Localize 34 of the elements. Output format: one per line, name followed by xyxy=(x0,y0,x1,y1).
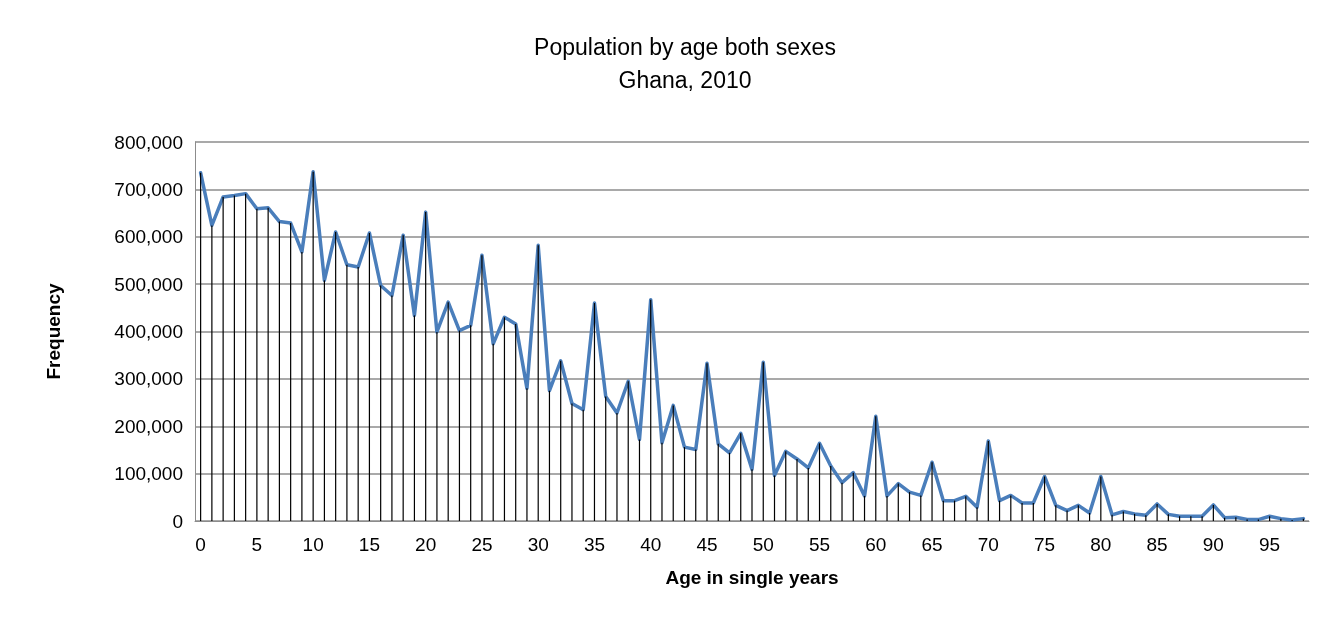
x-tick-label: 55 xyxy=(808,534,831,555)
y-tick-label: 0 xyxy=(172,510,183,532)
x-tick-label: 70 xyxy=(977,534,999,555)
x-tick-label: 25 xyxy=(471,534,493,555)
x-tick-label: 80 xyxy=(1090,534,1112,555)
x-tick-label: 65 xyxy=(921,534,943,555)
y-tick-label: 500,000 xyxy=(114,273,183,295)
y-tick-label: 200,000 xyxy=(114,415,183,437)
x-tick-label: 20 xyxy=(415,534,437,555)
chart-title: Population by age both sexes xyxy=(534,33,836,60)
y-tick-label: 300,000 xyxy=(114,368,183,390)
x-tick-label: 10 xyxy=(302,534,324,555)
x-tick-label: 90 xyxy=(1202,534,1224,555)
y-tick-label: 800,000 xyxy=(114,131,183,153)
x-tick-label: 50 xyxy=(752,534,774,555)
y-tick-label: 100,000 xyxy=(114,463,183,485)
x-tick-label: 60 xyxy=(865,534,887,555)
x-tick-label: 15 xyxy=(358,534,380,555)
x-tick-label: 5 xyxy=(251,534,263,555)
y-tick-label: 400,000 xyxy=(114,321,183,342)
x-tick-label: 75 xyxy=(1034,534,1056,555)
x-tick-label: 95 xyxy=(1259,534,1281,555)
x-tick-label: 0 xyxy=(195,534,206,555)
x-axis-title: Age in single years xyxy=(665,567,839,588)
x-tick-label: 35 xyxy=(583,534,606,555)
x-tick-label: 40 xyxy=(640,534,662,555)
line-series xyxy=(198,170,1306,522)
y-tick-label: 700,000 xyxy=(114,178,183,200)
y-tick-label: 600,000 xyxy=(114,226,183,248)
x-tick-label: 85 xyxy=(1146,534,1168,555)
x-tick-label: 30 xyxy=(527,534,549,555)
y-axis-title: Frequency xyxy=(43,283,64,380)
chart-subtitle: Ghana, 2010 xyxy=(618,66,752,93)
x-tick-label: 45 xyxy=(696,534,718,555)
